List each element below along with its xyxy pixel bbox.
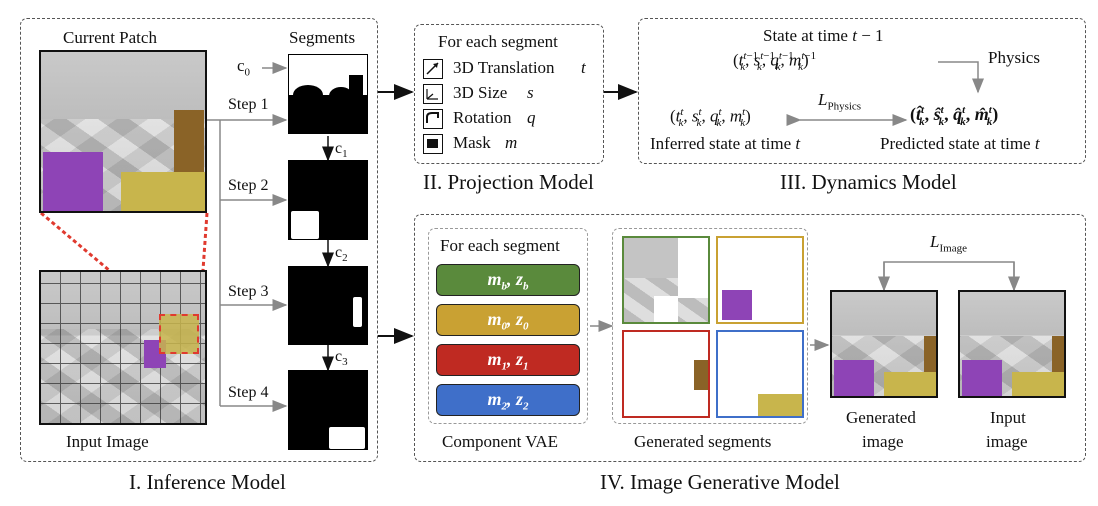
predicted-state-label: Predicted state at time t [880, 134, 1040, 153]
inferred-state-label: Inferred state at time t [650, 134, 801, 153]
segments-label: Segments [289, 28, 356, 47]
segment-mask-c0 [288, 54, 368, 134]
size-axes-icon [423, 84, 443, 104]
dynamics-model-caption: III. Dynamics Model [780, 170, 957, 194]
projection-model-caption: II. Projection Model [423, 170, 594, 194]
generated-segment-background [622, 236, 710, 324]
generative-model-panel [414, 214, 1086, 462]
input-image-small [958, 290, 1066, 398]
projection-header: For each segment [438, 32, 558, 51]
generated-image [830, 290, 938, 398]
vae-header: For each segment [440, 236, 560, 255]
generated-image-label-1: Generated [846, 408, 916, 427]
dynamics-model-panel [638, 18, 1086, 164]
step-1-label: Step 1 [228, 96, 269, 113]
projection-model-panel [414, 24, 604, 164]
generative-model-caption: IV. Image Generative Model [600, 470, 840, 494]
input-image [39, 270, 207, 425]
step-4-label: Step 4 [228, 384, 269, 401]
generated-segments-label: Generated segments [634, 432, 772, 451]
c0-label: c0 [237, 56, 251, 79]
inferred-state-tuple: (ttk, stk, qtk, mtk) [670, 106, 751, 130]
component-1: m1, z1 [436, 344, 580, 376]
physics-loss-label: LPhysics [818, 90, 862, 113]
component-vae-label: Component VAE [442, 432, 559, 451]
generated-image-label-2: image [862, 432, 904, 451]
component-b: mb, zb [436, 264, 580, 296]
physics-arrow [938, 61, 984, 94]
generated-segment-0 [716, 236, 804, 324]
current-patch-image [39, 50, 207, 213]
translation-arrow-icon [423, 59, 443, 79]
inference-model-panel [20, 18, 378, 462]
input-image-label-1: Input [990, 408, 1026, 427]
step-2-label: Step 2 [228, 177, 269, 194]
rotation-arc-icon [423, 109, 443, 129]
physics-label: Physics [988, 48, 1040, 67]
image-loss-label: LImage [930, 232, 967, 255]
current-patch-label: Current Patch [63, 28, 157, 47]
segment-mask-step-4 [288, 370, 368, 450]
input-image-label: Input Image [66, 432, 149, 451]
segment-mask-step-3 [288, 266, 368, 345]
c1-label: c1 [335, 140, 348, 161]
component-0: m0, z0 [436, 304, 580, 336]
zoom-line-right [198, 212, 209, 314]
state-prev-tuple: (tt−1k, st−1k, qt−1k, mt−1k) [733, 50, 817, 74]
step-3-label: Step 3 [228, 283, 269, 300]
predicted-state-tuple: (t̂tk, ŝtk, q̂tk, m̂tk) [910, 104, 999, 128]
inference-model-caption: I. Inference Model [129, 470, 286, 494]
component-2: m2, z2 [436, 384, 580, 416]
generated-segments-box [612, 228, 808, 424]
segment-mask-step-2 [288, 160, 368, 240]
state-prev-label: State at time t − 1 [763, 26, 884, 45]
component-vae-box [428, 228, 588, 424]
mask-square-icon [423, 134, 443, 154]
input-image-label-2: image [986, 432, 1028, 451]
c3-label: c3 [335, 348, 348, 369]
generated-segment-2 [716, 330, 804, 418]
generated-segment-1 [622, 330, 710, 418]
c2-label: c2 [335, 244, 348, 265]
